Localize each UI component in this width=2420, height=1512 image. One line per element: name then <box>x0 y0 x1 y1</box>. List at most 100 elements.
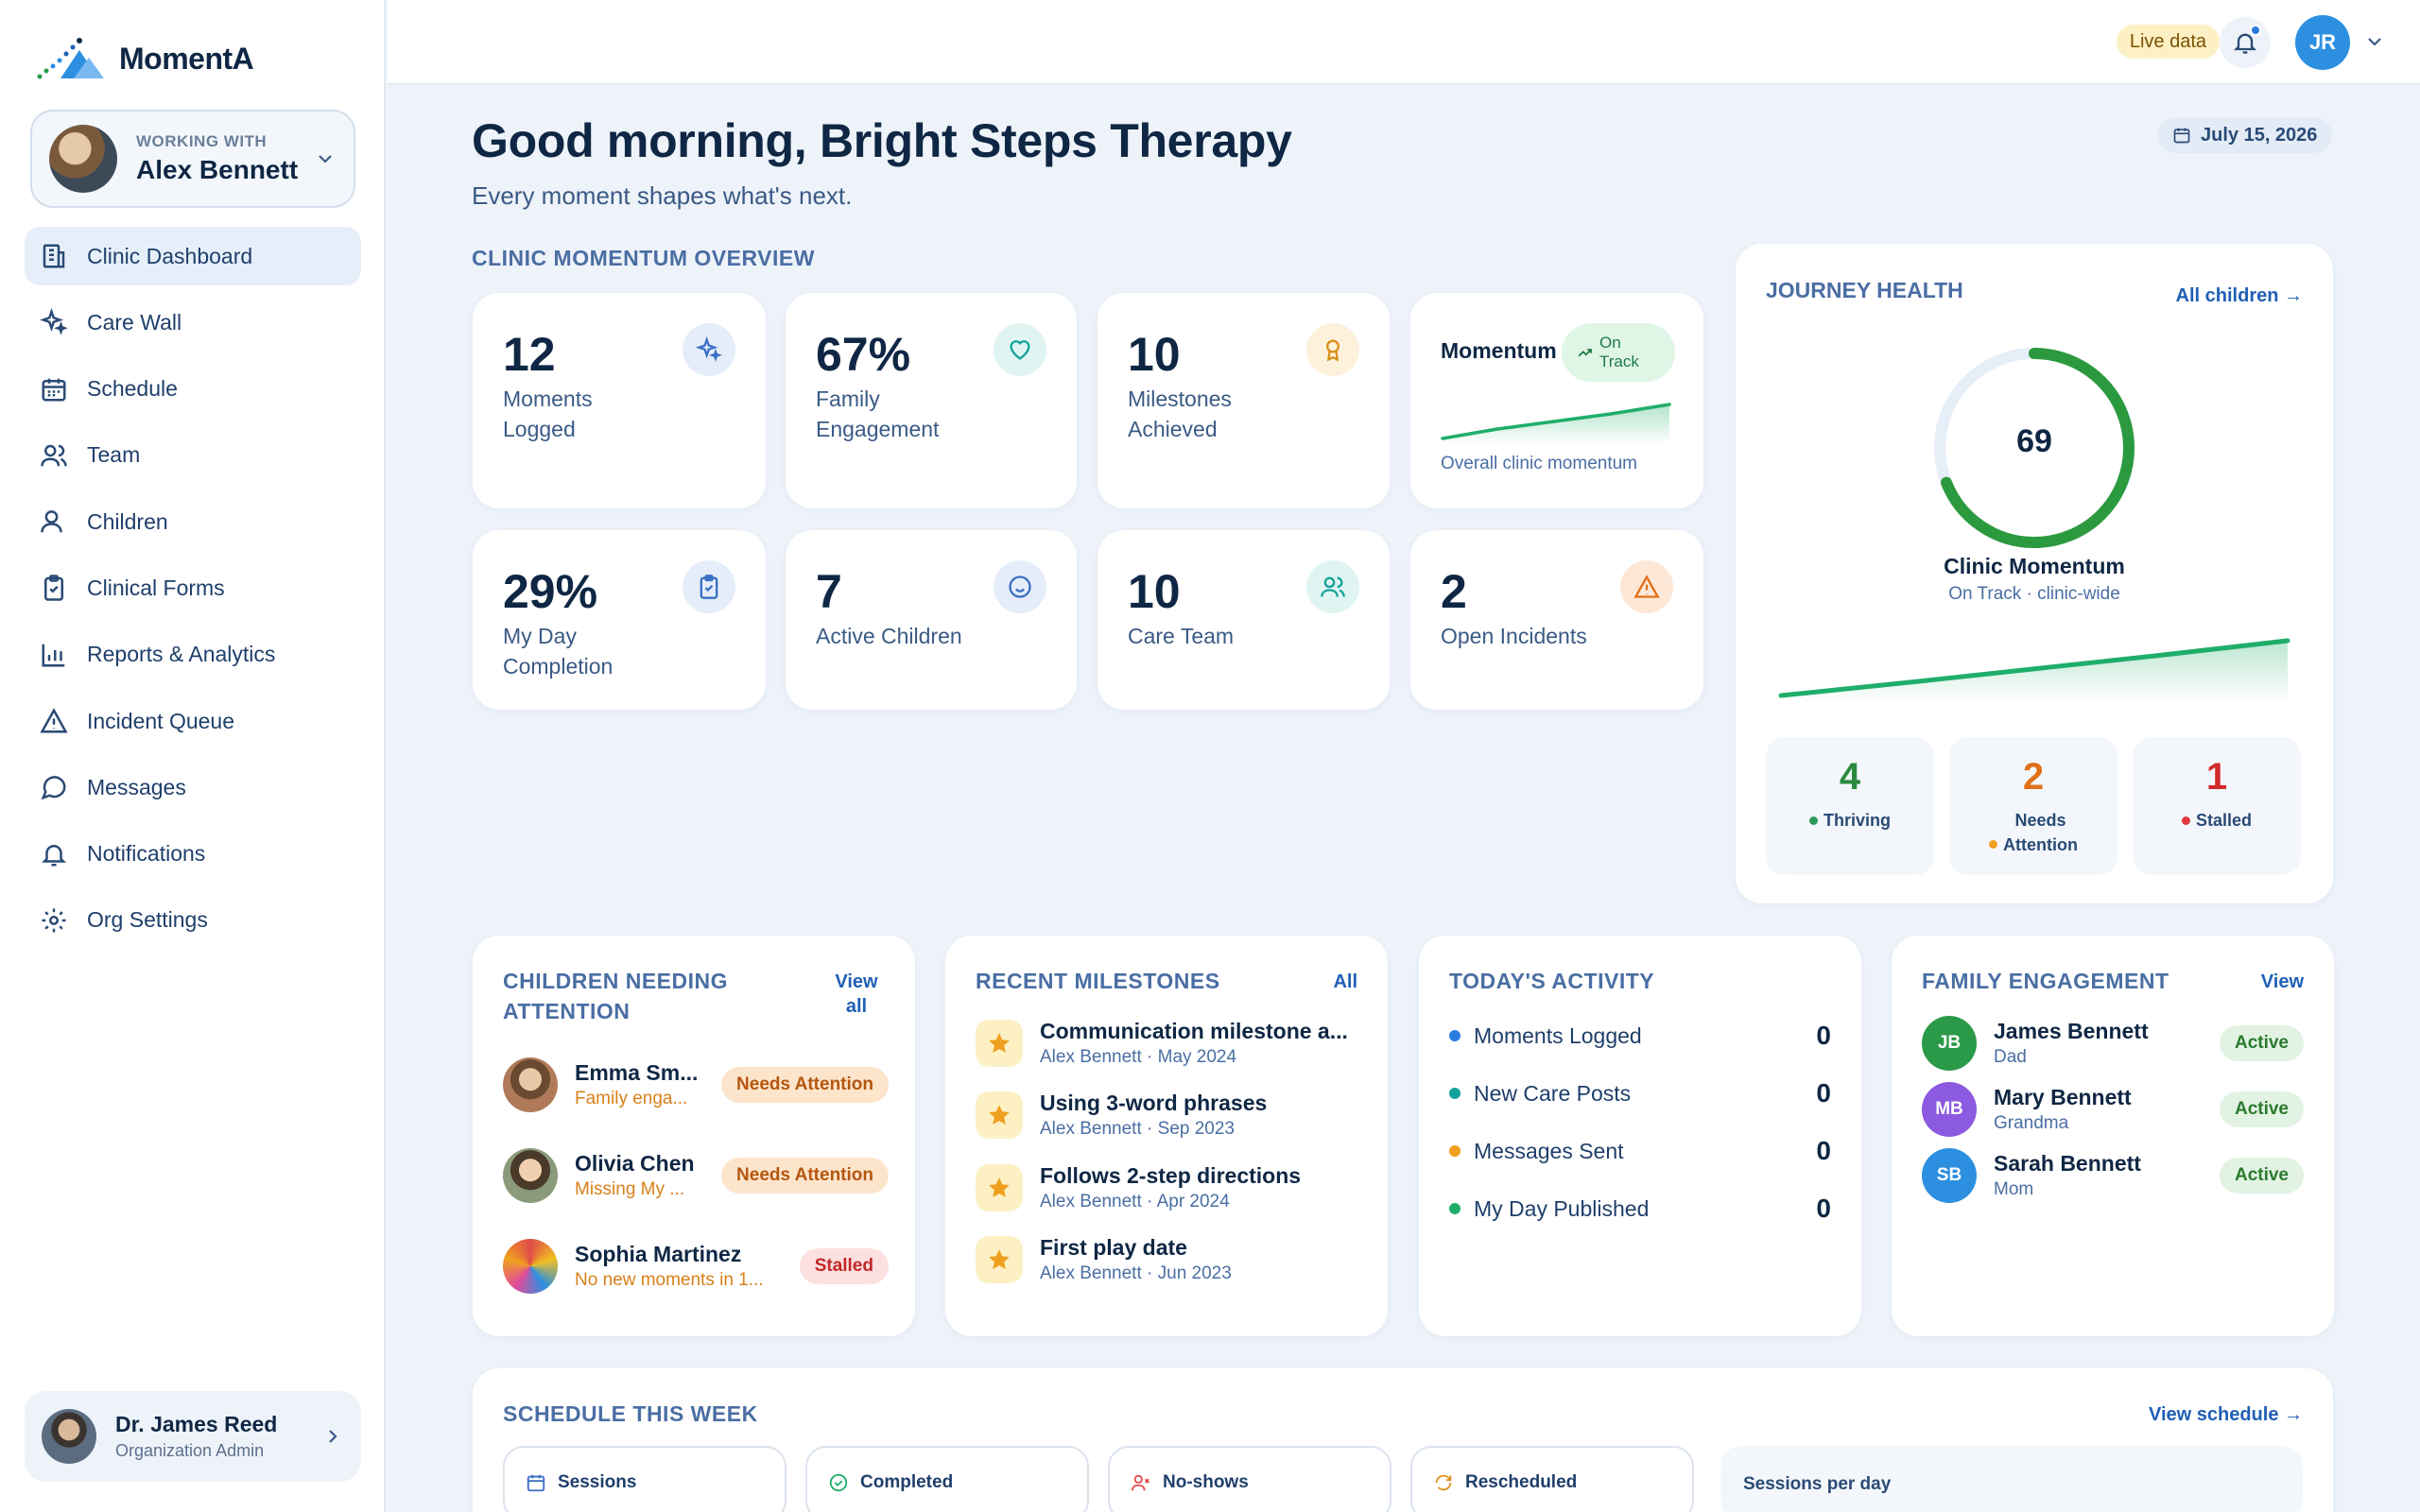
nav-item-messages[interactable]: Messages <box>25 758 361 816</box>
needs-attention-stat[interactable]: 2 Needs Attention <box>1949 737 2118 875</box>
chip-label: No-shows <box>1163 1472 1249 1492</box>
children-icon <box>41 510 62 533</box>
milestones-all-link[interactable]: All <box>1333 971 1357 992</box>
list-item[interactable]: MB Mary Bennett Grandma Active <box>1922 1081 2304 1138</box>
profile-role: Organization Admin <box>115 1441 265 1460</box>
sessions-chip[interactable]: Sessions <box>503 1446 786 1512</box>
working-with-selector[interactable]: WORKING WITH Alex Bennett <box>30 110 355 208</box>
milestone-name: Follows 2-step directions <box>1040 1163 1302 1188</box>
activity-title: TODAY'S ACTIVITY <box>1449 969 1655 993</box>
building-icon <box>43 244 65 268</box>
nav-label: Team <box>87 442 141 468</box>
stat-card-open-incidents[interactable]: 2 Open Incidents <box>1410 530 1703 710</box>
sidebar-nav: Clinic Dashboard Care Wall Schedule Team… <box>25 227 361 957</box>
page-title: Good morning, Bright Steps Therapy <box>472 114 1292 167</box>
family-view-link[interactable]: View <box>2260 971 2304 992</box>
stat-card-active-children[interactable]: 7 Active Children <box>786 530 1077 710</box>
rescheduled-chip[interactable]: Rescheduled <box>1410 1446 1694 1512</box>
stat-card-my-day[interactable]: 29% My Day Completion <box>473 530 766 710</box>
family-relation: Grandma <box>1994 1113 2069 1133</box>
nav-item-org-settings[interactable]: Org Settings <box>25 891 361 950</box>
list-item[interactable]: Follows 2-step directions Alex Bennett ·… <box>976 1158 1371 1218</box>
momentum-label: Clinic Momentum <box>1944 554 2125 578</box>
thriving-stat[interactable]: 4 Thriving <box>1766 737 1934 875</box>
user-profile[interactable]: Dr. James Reed Organization Admin <box>25 1391 361 1482</box>
no-shows-chip[interactable]: No-shows <box>1108 1446 1392 1512</box>
children-attention-title: CHILDREN NEEDING ATTENTION <box>503 969 729 1023</box>
stat-card-care-team[interactable]: 10 Care Team <box>1098 530 1390 710</box>
chip-label: Rescheduled <box>1465 1472 1578 1492</box>
notifications-button[interactable] <box>2220 17 2271 68</box>
stat-label: Care Team <box>1128 624 1235 648</box>
app-logo[interactable]: MomentA <box>36 28 255 89</box>
date-chip[interactable]: July 15, 2026 <box>2157 117 2333 153</box>
child-text: Sophia Martinez No new moments in 1... <box>575 1242 790 1291</box>
message-icon <box>41 776 66 800</box>
list-item[interactable]: Olivia Chen Missing My ... Needs Attenti… <box>503 1145 889 1206</box>
stat-card-milestones[interactable]: 10 Milestones Achieved <box>1098 293 1390 508</box>
bell-icon <box>41 844 67 867</box>
child-name: Olivia Chen <box>575 1151 695 1176</box>
nav-item-schedule[interactable]: Schedule <box>25 360 361 419</box>
label-text: Stalled <box>2195 811 2253 830</box>
momentum-ring <box>1934 348 2135 548</box>
gear-icon <box>42 908 66 933</box>
stat-label: Active Children <box>816 624 962 648</box>
nav-item-incident-queue[interactable]: Incident Queue <box>25 692 361 750</box>
status-badge: Needs Attention <box>721 1067 889 1103</box>
nav-item-care-wall[interactable]: Care Wall <box>25 293 361 352</box>
label-text: Needs Attention <box>2003 811 2078 854</box>
list-item[interactable]: Communication milestone a... Alex Bennet… <box>976 1013 1371 1074</box>
list-item[interactable]: Using 3-word phrases Alex Bennett · Sep … <box>976 1085 1371 1145</box>
stat-card-family-engagement[interactable]: 67% Family Engagement <box>786 293 1077 508</box>
list-item[interactable]: Emma Sm... Family enga... Needs Attentio… <box>503 1055 889 1115</box>
status-dot <box>1449 1203 1461 1214</box>
momentum-card[interactable]: Momentum On Track Overall clinic momentu… <box>1410 293 1703 508</box>
nav-label: Org Settings <box>87 907 208 933</box>
overview-title: CLINIC MOMENTUM OVERVIEW <box>472 246 815 270</box>
on-track-label: On Track <box>1599 334 1639 370</box>
activity-row: Moments Logged 0 <box>1449 1017 1831 1055</box>
status-dot <box>2181 816 2190 825</box>
sessions-per-day-panel: Sessions per day <box>1720 1446 2303 1512</box>
top-bar: Live data JR <box>388 0 2420 85</box>
nav-item-clinic-dashboard[interactable]: Clinic Dashboard <box>25 227 361 285</box>
logo-mark-icon <box>37 38 104 79</box>
date-label: July 15, 2026 <box>2201 124 2318 146</box>
star-icon <box>976 1020 1023 1067</box>
nav-item-reports-analytics[interactable]: Reports & Analytics <box>25 626 361 684</box>
nav-item-team[interactable]: Team <box>25 426 361 485</box>
nav-item-children[interactable]: Children <box>25 492 361 551</box>
sessions-per-day-label: Sessions per day <box>1743 1474 1892 1494</box>
chip-label: Completed <box>860 1472 954 1492</box>
app-name: MomentA <box>119 41 254 76</box>
child-text: Olivia Chen Missing My ... <box>575 1151 712 1200</box>
all-children-link[interactable]: All children → <box>2175 285 2303 306</box>
user-x-icon <box>1131 1474 1150 1491</box>
nav-label: Incident Queue <box>87 708 235 733</box>
chip-label: Sessions <box>558 1472 637 1492</box>
list-item[interactable]: SB Sarah Bennett Mom Active <box>1922 1147 2304 1204</box>
chevron-down-icon[interactable] <box>2363 30 2386 53</box>
activity-label: My Day Published <box>1474 1195 1650 1221</box>
journey-health-card: JOURNEY HEALTH All children → 69 Clinic … <box>1736 244 2333 903</box>
view-schedule-link[interactable]: View schedule → <box>2148 1404 2303 1425</box>
view-all-link[interactable]: View all <box>835 971 878 1017</box>
family-engagement-card: FAMILY ENGAGEMENT View JB James Bennett … <box>1892 936 2334 1336</box>
user-menu-avatar[interactable]: JR <box>2295 15 2350 70</box>
completed-chip[interactable]: Completed <box>805 1446 1089 1512</box>
stat-card-moments-logged[interactable]: 12 Moments Logged <box>473 293 766 508</box>
list-item[interactable]: JB James Bennett Dad Active <box>1922 1015 2304 1072</box>
refresh-icon <box>1435 1474 1452 1491</box>
nav-item-notifications[interactable]: Notifications <box>25 825 361 884</box>
status-badge: Active <box>2219 1025 2304 1061</box>
activity-value: 0 <box>1816 1136 1831 1165</box>
stalled-stat[interactable]: 1 Stalled <box>2133 737 2301 875</box>
list-item[interactable]: Sophia Martinez No new moments in 1... S… <box>503 1236 889 1297</box>
stat-label: My Day Completion <box>503 624 614 679</box>
thriving-value: 4 <box>1839 756 1861 798</box>
nav-item-clinical-forms[interactable]: Clinical Forms <box>25 558 361 617</box>
list-item[interactable]: First play date Alex Bennett · Jun 2023 <box>976 1229 1371 1290</box>
family-name: James Bennett <box>1994 1019 2149 1043</box>
check-circle-icon <box>829 1473 848 1492</box>
